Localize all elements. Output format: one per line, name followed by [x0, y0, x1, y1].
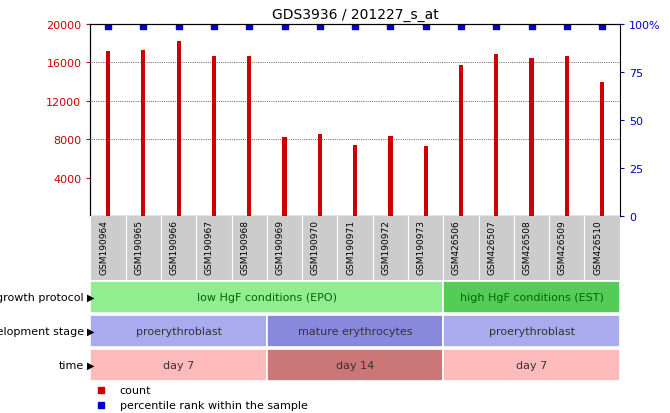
Point [138, 24, 149, 31]
Text: GSM190966: GSM190966 [170, 220, 179, 275]
FancyBboxPatch shape [90, 316, 267, 347]
Text: GSM190973: GSM190973 [417, 220, 425, 275]
FancyBboxPatch shape [267, 316, 444, 347]
Point [491, 24, 502, 31]
Bar [423, 147, 427, 216]
FancyBboxPatch shape [267, 349, 444, 381]
Text: percentile rank within the sample: percentile rank within the sample [119, 400, 308, 410]
FancyBboxPatch shape [444, 282, 620, 313]
Text: ▶: ▶ [87, 360, 94, 370]
Text: GSM190972: GSM190972 [381, 220, 391, 274]
Point [420, 24, 431, 31]
Bar [212, 57, 216, 216]
Text: GSM426508: GSM426508 [523, 220, 531, 274]
Text: GSM190969: GSM190969 [275, 220, 285, 275]
Text: GSM426507: GSM426507 [487, 220, 496, 274]
Bar [141, 51, 145, 216]
Bar [529, 59, 533, 216]
Text: time: time [58, 360, 84, 370]
Text: GSM190965: GSM190965 [135, 220, 143, 275]
Text: ▶: ▶ [87, 292, 94, 302]
Point [279, 24, 290, 31]
Bar [106, 52, 110, 216]
Point [174, 24, 184, 31]
Title: GDS3936 / 201227_s_at: GDS3936 / 201227_s_at [272, 8, 438, 22]
Bar [459, 66, 463, 216]
Text: GSM426510: GSM426510 [593, 220, 602, 274]
Text: mature erythrocytes: mature erythrocytes [298, 326, 412, 336]
Point [385, 24, 396, 31]
Bar [177, 42, 181, 216]
Point [244, 24, 255, 31]
Text: GSM426506: GSM426506 [452, 220, 461, 274]
Bar [353, 145, 357, 216]
Text: day 7: day 7 [163, 360, 194, 370]
Text: GSM190968: GSM190968 [241, 220, 249, 275]
Text: GSM426509: GSM426509 [558, 220, 567, 274]
Point [526, 24, 537, 31]
Bar [247, 57, 251, 216]
Text: development stage: development stage [0, 326, 84, 336]
Bar [494, 55, 498, 216]
Point [456, 24, 466, 31]
Point [561, 24, 572, 31]
Bar [389, 137, 393, 216]
Bar [600, 83, 604, 216]
Text: count: count [119, 385, 151, 395]
Point [597, 24, 608, 31]
Text: growth protocol: growth protocol [0, 292, 84, 302]
Text: high HgF conditions (EST): high HgF conditions (EST) [460, 292, 604, 302]
Text: proerythroblast: proerythroblast [135, 326, 222, 336]
Text: day 7: day 7 [516, 360, 547, 370]
Text: GSM190964: GSM190964 [99, 220, 108, 274]
FancyBboxPatch shape [444, 316, 620, 347]
Text: ▶: ▶ [87, 326, 94, 336]
Text: proerythroblast: proerythroblast [488, 326, 575, 336]
Point [350, 24, 360, 31]
FancyBboxPatch shape [90, 282, 444, 313]
Bar [565, 57, 569, 216]
Text: GSM190967: GSM190967 [205, 220, 214, 275]
Text: GSM190970: GSM190970 [311, 220, 320, 275]
Text: GSM190971: GSM190971 [346, 220, 355, 275]
Bar [318, 135, 322, 216]
FancyBboxPatch shape [90, 216, 620, 280]
Point [103, 24, 113, 31]
Text: day 14: day 14 [336, 360, 375, 370]
Bar [283, 138, 287, 216]
Point [208, 24, 219, 31]
FancyBboxPatch shape [444, 349, 620, 381]
Point [314, 24, 325, 31]
Text: low HgF conditions (EPO): low HgF conditions (EPO) [197, 292, 337, 302]
FancyBboxPatch shape [90, 349, 267, 381]
